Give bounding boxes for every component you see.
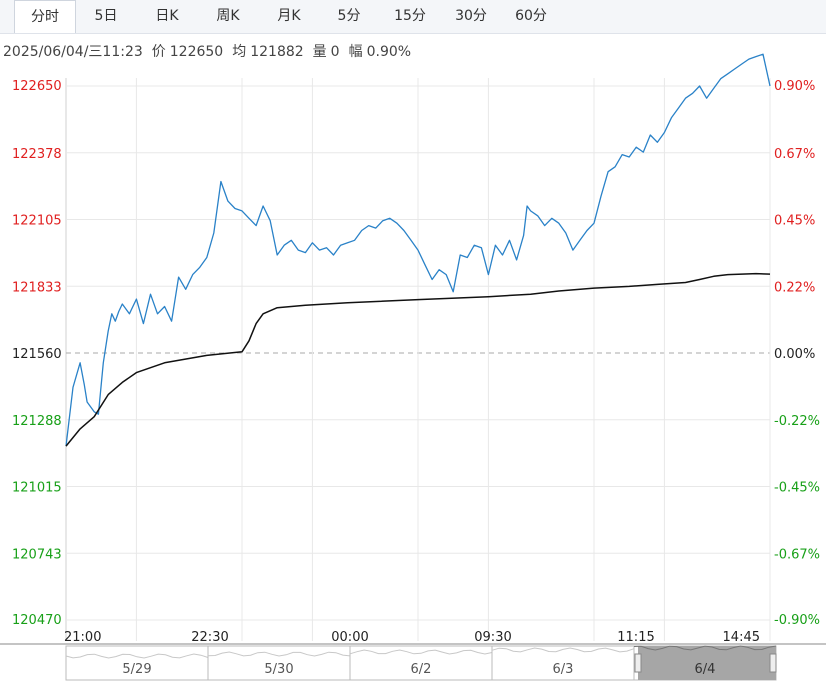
x-tick-label: 00:00 bbox=[331, 630, 368, 645]
x-tick-label: 09:30 bbox=[474, 630, 511, 645]
navigator-right-handle[interactable] bbox=[769, 653, 777, 673]
y-tick-label-right: 0.00% bbox=[774, 347, 815, 362]
range-value: 0.90% bbox=[366, 44, 412, 60]
navigator-label: 6/4 bbox=[695, 662, 716, 677]
y-tick-label-left: 121560 bbox=[12, 347, 62, 362]
average-line bbox=[65, 272, 771, 447]
tab-intraday[interactable]: 分时 bbox=[14, 0, 76, 33]
y-tick-label-right: 0.45% bbox=[774, 214, 815, 229]
y-tick-label-left: 120743 bbox=[12, 547, 62, 562]
y-tick-label-left: 122378 bbox=[12, 147, 62, 162]
avg-value: 121882 bbox=[250, 44, 304, 60]
volume-label: 量 bbox=[312, 44, 327, 60]
y-tick-label-left: 122105 bbox=[12, 214, 62, 229]
navigator-left-handle[interactable] bbox=[634, 653, 642, 673]
price-label: 价 bbox=[151, 44, 166, 60]
tab-15min[interactable]: 15分 bbox=[394, 8, 426, 24]
quote-datetime: 2025/06/04/三11:23 bbox=[3, 44, 143, 60]
volume-value: 0 bbox=[330, 44, 340, 60]
navigator-overview-line bbox=[633, 645, 777, 651]
y-tick-label-right: -0.90% bbox=[774, 613, 820, 628]
price-value: 122650 bbox=[169, 44, 224, 60]
navigator-label: 6/2 bbox=[411, 662, 432, 677]
tab-60min[interactable]: 60分 bbox=[515, 8, 547, 24]
x-tick-label: 14:45 bbox=[723, 630, 760, 645]
y-tick-label-left: 121288 bbox=[12, 414, 62, 429]
tab-monthly-k[interactable]: 月K bbox=[277, 8, 301, 24]
navigator-overview-line bbox=[207, 651, 351, 657]
navigator-selection bbox=[638, 646, 776, 680]
navigator-overview-line bbox=[65, 653, 209, 659]
y-tick-label-left: 121833 bbox=[12, 280, 62, 295]
tab-daily-k[interactable]: 日K bbox=[155, 8, 179, 24]
y-tick-label-right: -0.45% bbox=[774, 481, 820, 496]
price-line bbox=[65, 53, 771, 447]
y-tick-label-left: 122650 bbox=[12, 79, 62, 94]
navigator-label: 5/30 bbox=[264, 662, 293, 677]
y-tick-label-right: 0.90% bbox=[774, 79, 815, 94]
range-label: 幅 bbox=[348, 44, 363, 60]
period-tab-bar: 分时 5日 日K 周K 月K 5分 15分 30分 60分 bbox=[0, 0, 826, 34]
x-tick-label: 22:30 bbox=[191, 630, 228, 645]
quote-info-bar: 2025/06/04/三11:23 价 122650 均 121882 量 0 幅 0.90% bbox=[3, 41, 420, 61]
y-tick-label-right: 0.22% bbox=[774, 280, 815, 295]
tab-5day[interactable]: 5日 bbox=[94, 8, 118, 24]
y-tick-label-left: 121015 bbox=[12, 481, 62, 496]
navigator-overview-line bbox=[491, 647, 635, 653]
navigator-label: 5/29 bbox=[122, 662, 151, 677]
y-tick-label-right: 0.67% bbox=[774, 147, 815, 162]
tab-5min[interactable]: 5分 bbox=[337, 8, 361, 24]
y-tick-label-left: 120470 bbox=[12, 613, 62, 628]
y-tick-label-right: -0.67% bbox=[774, 547, 820, 562]
x-tick-label: 21:00 bbox=[64, 630, 101, 645]
y-tick-label-right: -0.22% bbox=[774, 414, 820, 429]
tab-30min[interactable]: 30分 bbox=[455, 8, 487, 24]
tab-weekly-k[interactable]: 周K bbox=[216, 8, 240, 24]
navigator-label: 6/3 bbox=[553, 662, 574, 677]
navigator-overview-line bbox=[349, 649, 493, 655]
x-tick-label: 11:15 bbox=[617, 630, 654, 645]
avg-label: 均 bbox=[232, 44, 247, 60]
